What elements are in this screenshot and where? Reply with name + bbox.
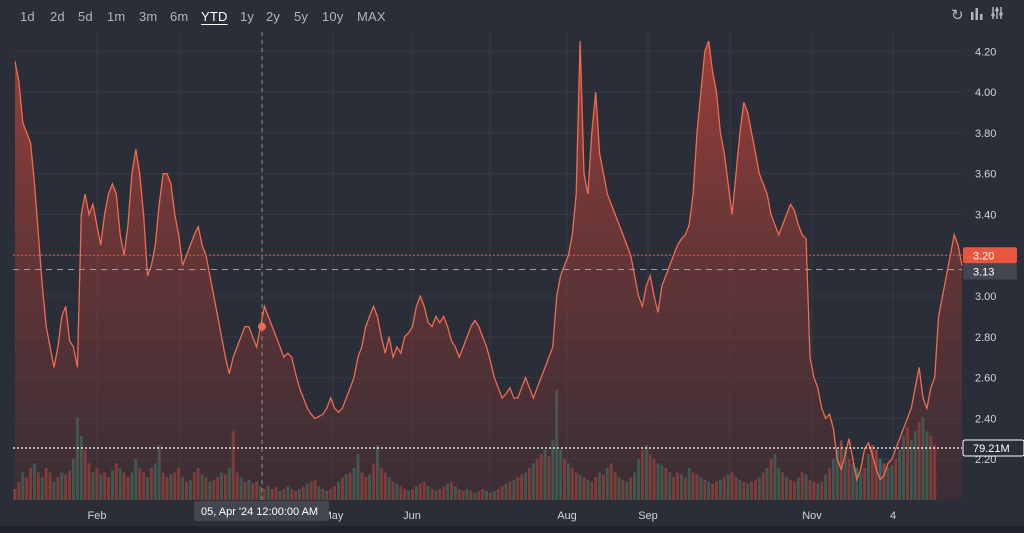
prev-close-tag: 3.13 <box>963 263 1017 280</box>
prev-close-value: 3.13 <box>973 267 994 279</box>
y-tick-label: 2.40 <box>975 413 996 425</box>
y-tick-label: 3.80 <box>975 128 996 140</box>
price-area <box>15 41 962 500</box>
range-1d[interactable]: 1d <box>20 9 35 24</box>
range-10y[interactable]: 10y <box>322 9 344 24</box>
price-line <box>14 40 963 482</box>
x-tick-label: Feb <box>88 510 107 522</box>
range-toolbar: 1d 2d 5d 1m 3m 6m YTD 1y 2y 5y 10y MAX ↻ <box>0 0 1024 32</box>
crosshair-date-label: 05, Apr '24 12:00:00 AM <box>201 506 318 518</box>
x-tick-label: Sep <box>638 510 658 522</box>
range-6m[interactable]: 6m <box>170 9 189 24</box>
x-tick-label: Aug <box>557 510 577 522</box>
y-tick-label: 2.60 <box>975 373 996 385</box>
volume-marker-tag: 79.21M <box>962 439 1024 457</box>
range-5d[interactable]: 5d <box>78 9 93 24</box>
range-1y[interactable]: 1y <box>240 9 255 24</box>
x-tick-label: Jun <box>403 510 421 522</box>
y-tick-label: 2.20 <box>975 454 996 466</box>
range-2y[interactable]: 2y <box>266 9 281 24</box>
volume-marker-value: 79.21M <box>973 443 1010 455</box>
y-tick-label: 3.00 <box>975 291 996 303</box>
y-tick-label: 2.80 <box>975 332 996 344</box>
y-tick-label: 4.20 <box>975 46 996 58</box>
refresh-icon[interactable]: ↻ <box>951 7 964 24</box>
range-1m[interactable]: 1m <box>107 9 126 24</box>
range-5y[interactable]: 5y <box>294 9 309 24</box>
y-tick-label: 4.00 <box>975 87 996 99</box>
bottom-strip <box>0 526 1024 533</box>
y-tick-label: 3.60 <box>975 169 996 181</box>
range-2d[interactable]: 2d <box>50 9 65 24</box>
crosshair-point <box>258 322 266 331</box>
crosshair-date-tag: 05, Apr '24 12:00:00 AM <box>194 501 329 521</box>
x-axis: Feb May Jun Aug Sep Nov 4 <box>88 510 897 522</box>
last-price-tag: 3.20 <box>963 247 1017 264</box>
range-ytd[interactable]: YTD <box>201 9 228 24</box>
x-tick-label: Nov <box>802 510 822 522</box>
bar-chart-icon[interactable] <box>970 6 984 24</box>
last-price-value: 3.20 <box>973 250 994 262</box>
range-max[interactable]: MAX <box>357 9 386 24</box>
y-tick-label: 3.40 <box>975 209 996 221</box>
range-3m[interactable]: 3m <box>139 9 158 24</box>
x-tick-label: 4 <box>890 510 896 522</box>
settings-icon[interactable] <box>990 6 1004 24</box>
